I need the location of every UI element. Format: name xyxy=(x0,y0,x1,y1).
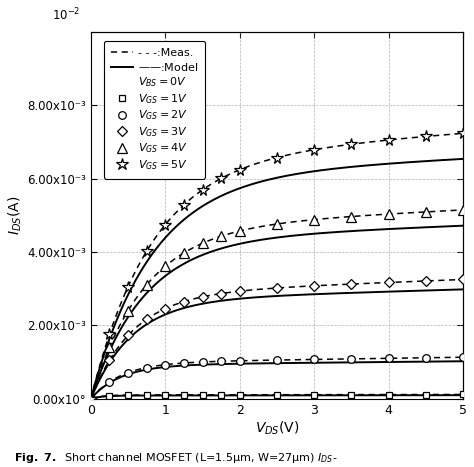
Legend: - - -:Meas., $\mathbf{——}$:Model, $V_{BS}=0V$, $V_{GS}=1V$, $V_{GS}=2V$, $V_{GS}: - - -:Meas., $\mathbf{——}$:Model, $V_{BS… xyxy=(104,41,205,179)
X-axis label: $V_{DS}$(V): $V_{DS}$(V) xyxy=(255,419,299,437)
Text: $10^{-2}$: $10^{-2}$ xyxy=(52,7,81,23)
Y-axis label: $I_{DS}$(A): $I_{DS}$(A) xyxy=(7,196,24,235)
Text: $\mathbf{Fig.\ 7.}$  Short channel MOSFET (L=1.5μm, W=27μm) $I_{DS}$-: $\mathbf{Fig.\ 7.}$ Short channel MOSFET… xyxy=(14,451,338,465)
